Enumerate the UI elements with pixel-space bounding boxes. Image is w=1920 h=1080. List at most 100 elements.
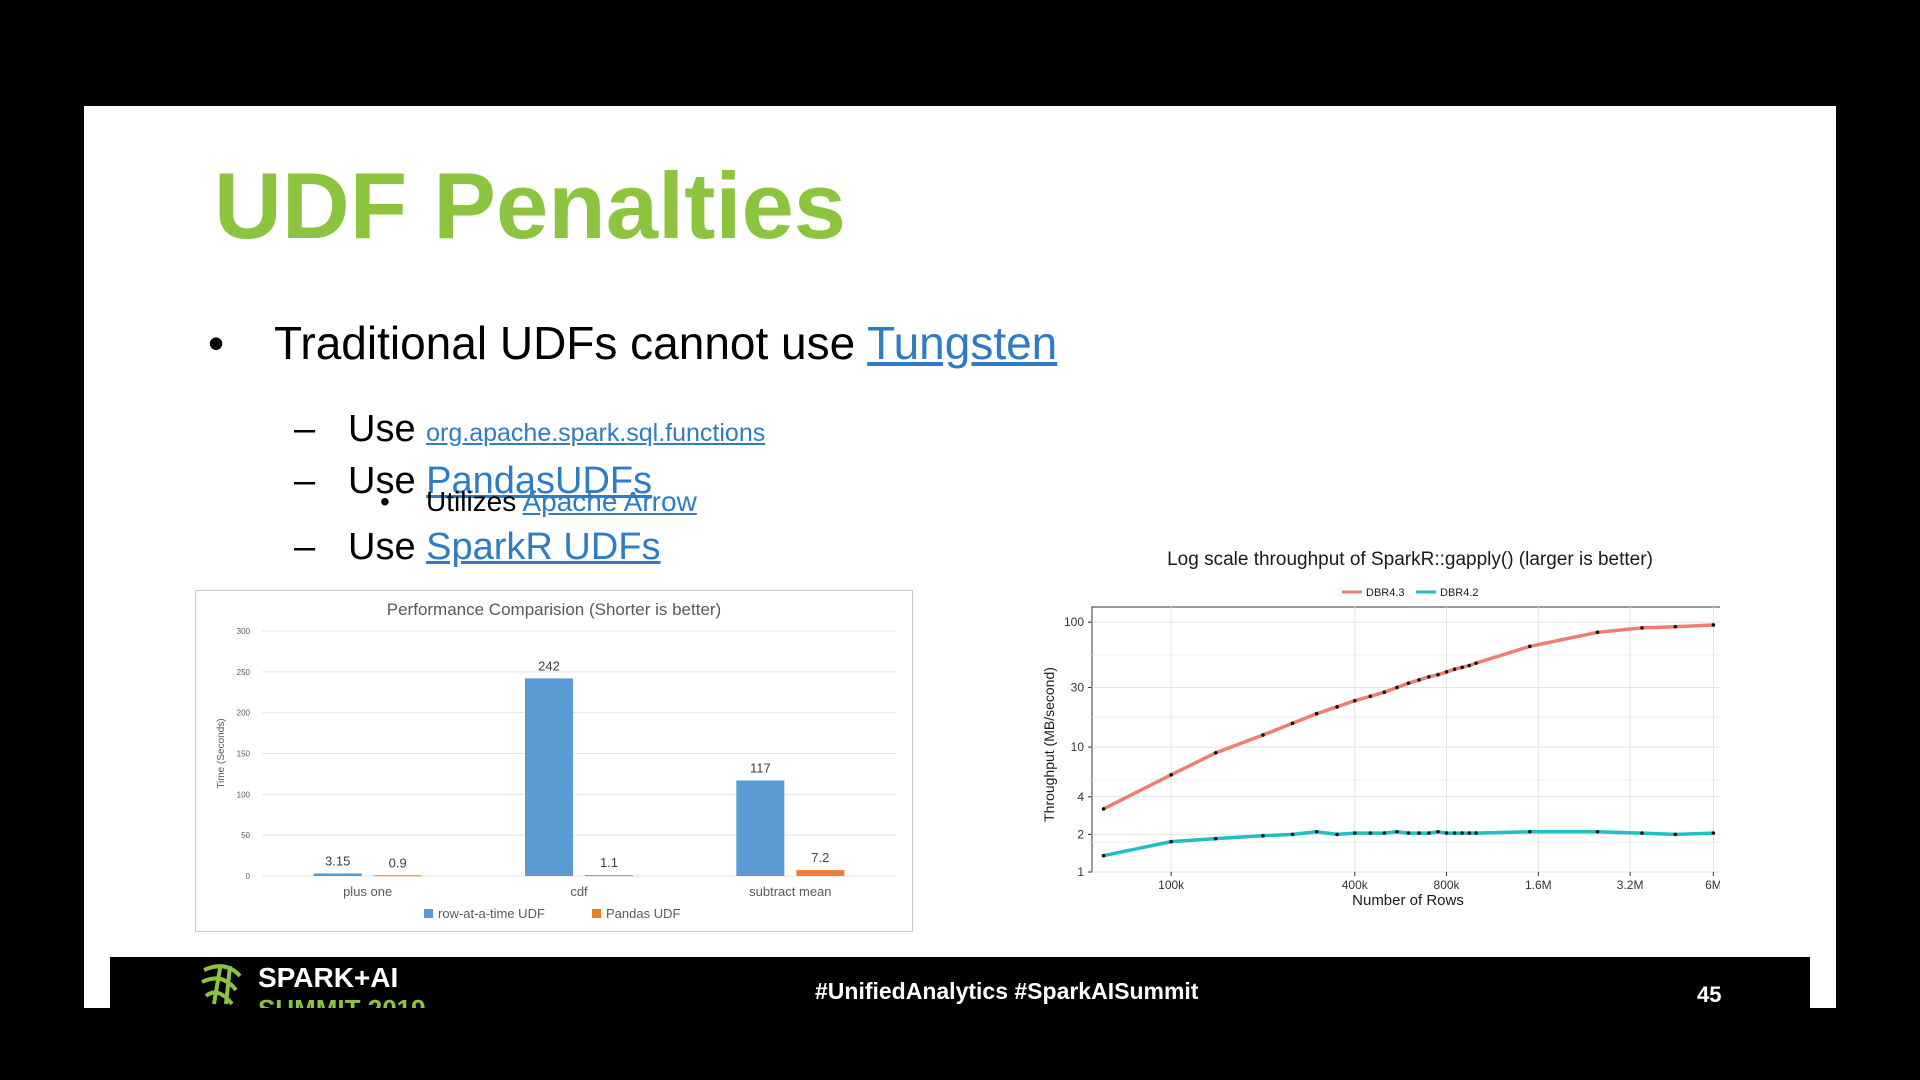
data-point: [1595, 630, 1600, 635]
data-point: [1290, 832, 1295, 837]
data-point: [1528, 644, 1532, 649]
dash-marker: –: [294, 408, 316, 450]
y-tick-label: 1: [1077, 865, 1084, 879]
slide: UDF Penalties • Traditional UDFs cannot u…: [84, 106, 1836, 1008]
bullet-sub1: – Use org.apache.spark.sql.functions: [294, 408, 765, 451]
data-point: [1417, 678, 1421, 682]
bullet-text: Use: [348, 460, 427, 502]
y-tick-label: 10: [1071, 740, 1085, 754]
data-point: [1314, 711, 1319, 716]
data-point: [1436, 672, 1440, 677]
data-point: [1640, 831, 1644, 835]
bullet-marker: •: [380, 486, 390, 517]
bar-row-at-a-time-udf: [313, 873, 362, 876]
data-point: [1335, 705, 1339, 709]
data-point: [1417, 831, 1421, 835]
plot-panel: [1091, 606, 1725, 873]
data-point: [1467, 663, 1472, 668]
spark-logo-icon: [201, 964, 242, 1006]
spark-ai-logo: SPARK+AI SUMMIT 2019: [196, 960, 456, 1008]
link-tungsten[interactable]: Tungsten: [867, 317, 1058, 369]
bar-pandas-udf: [373, 875, 422, 877]
performance-chart: Performance Comparision (Shorter is bett…: [195, 590, 913, 932]
data-point: [1213, 751, 1218, 755]
data-point: [1368, 694, 1373, 699]
x-tick-label: 100k: [1158, 878, 1185, 892]
data-point: [1452, 667, 1457, 672]
legend-swatch: [592, 909, 601, 918]
y-axis-label: Time (Seconds): [216, 718, 227, 788]
data-point: [1640, 626, 1644, 630]
x-tick-label: 400k: [1342, 878, 1369, 892]
footer-bar: SPARK+AI SUMMIT 2019 #UnifiedAnalytics #…: [110, 957, 1810, 1008]
data-point: [1467, 831, 1472, 835]
data-point: [1314, 829, 1319, 834]
data-point: [1427, 675, 1431, 679]
data-point: [1444, 670, 1449, 674]
bullet-marker: •: [208, 317, 225, 369]
data-point: [1261, 833, 1265, 838]
data-point: [1474, 831, 1478, 835]
bullet-sub2: – Use PandasUDFs: [294, 460, 652, 503]
bullet-text: Traditional UDFs cannot use: [274, 317, 868, 369]
data-point: [1368, 831, 1373, 835]
x-tick-label: 6M: [1705, 878, 1720, 892]
data-point: [1352, 831, 1357, 835]
y-tick-label: 150: [237, 750, 251, 759]
data-point: [1101, 807, 1106, 811]
data-point: [1101, 853, 1106, 858]
data-point: [1169, 772, 1173, 777]
data-point: [1169, 839, 1173, 844]
bullet-text: Utilizes: [426, 486, 523, 517]
legend-swatch: [424, 909, 433, 918]
legend-label: DBR4.2: [1440, 587, 1479, 599]
data-label: 1.1: [600, 855, 618, 870]
data-point: [1673, 624, 1678, 629]
data-label: 242: [538, 658, 560, 673]
x-tick-label: 1.6M: [1525, 878, 1552, 892]
bullet-text: Use: [348, 526, 427, 568]
data-point: [1711, 623, 1716, 627]
throughput-chart-svg: Log scale throughput of SparkR::gapply()…: [1041, 549, 1725, 909]
legend-label: DBR4.3: [1366, 587, 1405, 599]
legend-label: row-at-a-time UDF: [438, 906, 545, 921]
data-point: [1474, 661, 1478, 665]
data-point: [1335, 832, 1339, 837]
link-sparkr-udfs[interactable]: SparkR UDFs: [426, 526, 661, 568]
throughput-chart: Log scale throughput of SparkR::gapply()…: [930, 542, 1725, 942]
page-number: 45: [1697, 982, 1722, 1007]
data-point: [1427, 831, 1431, 835]
data-point: [1213, 836, 1218, 841]
y-tick-label: 250: [237, 668, 251, 677]
y-axis-label: Throughput (MB/second): [1041, 667, 1057, 822]
y-tick-label: 0: [246, 872, 251, 881]
data-point: [1352, 698, 1357, 703]
link-pandasudfs[interactable]: PandasUDFs: [426, 460, 653, 502]
link-functions[interactable]: org.apache.spark.sql.functions: [426, 419, 766, 447]
data-point: [1395, 829, 1399, 834]
data-point: [1528, 829, 1532, 834]
data-point: [1290, 721, 1295, 726]
y-tick-label: 4: [1077, 790, 1084, 804]
data-point: [1406, 831, 1411, 835]
slide-title: UDF Penalties: [214, 153, 847, 258]
legend-label: Pandas UDF: [606, 906, 680, 921]
logo-subtext: SUMMIT 2019: [258, 994, 426, 1008]
dash-marker: –: [294, 526, 316, 568]
chart-title: Performance Comparision (Shorter is bett…: [387, 600, 721, 619]
y-tick-label: 30: [1071, 680, 1085, 694]
data-point: [1452, 831, 1457, 835]
chart-title: Log scale throughput of SparkR::gapply()…: [1167, 549, 1653, 570]
bar-pandas-udf: [585, 875, 633, 877]
x-tick-label: 3.2M: [1617, 878, 1644, 892]
y-tick-label: 100: [1064, 615, 1084, 629]
x-tick-label: subtract mean: [749, 884, 831, 899]
dash-marker: –: [294, 460, 316, 502]
y-tick-label: 200: [237, 709, 251, 718]
bar-row-at-a-time-udf: [736, 780, 785, 876]
performance-chart-svg: Performance Comparision (Shorter is bett…: [216, 600, 896, 921]
link-apache-arrow[interactable]: Apache Arrow: [522, 486, 697, 517]
data-point: [1460, 831, 1464, 835]
data-point: [1382, 690, 1387, 695]
hashtags: #UnifiedAnalytics #SparkAISummit: [815, 978, 1199, 1004]
